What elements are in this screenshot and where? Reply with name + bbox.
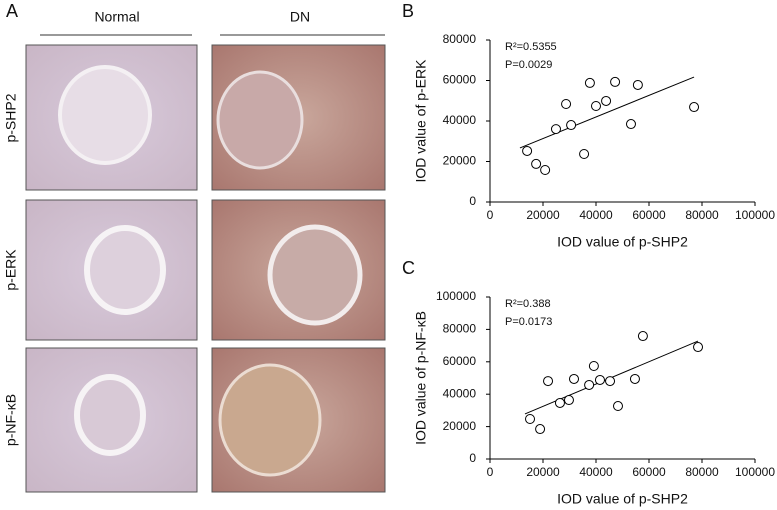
point xyxy=(569,373,580,384)
x-tick-label: 80000 xyxy=(685,465,719,479)
point xyxy=(584,379,595,390)
point xyxy=(629,373,640,384)
x-axis-title: IOD value of p-SHP2 xyxy=(557,234,688,250)
point xyxy=(579,149,590,160)
point xyxy=(693,342,704,353)
point xyxy=(605,376,616,387)
x-tick-label: 0 xyxy=(487,208,494,222)
annotation: P=0.0173 xyxy=(505,316,552,328)
annotation: P=0.0029 xyxy=(505,59,552,71)
x-tick-label: 40000 xyxy=(579,208,613,222)
y-tick-label: 0 xyxy=(469,451,476,465)
x-tick-label: 100000 xyxy=(735,465,775,479)
panel-letter: A xyxy=(6,1,18,21)
y-tick-label: 60000 xyxy=(443,354,477,368)
point xyxy=(591,101,601,112)
point xyxy=(554,397,565,408)
x-tick-label: 80000 xyxy=(685,208,719,222)
row-label: p-SHP2 xyxy=(3,93,19,142)
point xyxy=(637,331,648,342)
point xyxy=(625,119,636,130)
point xyxy=(566,120,577,131)
y-tick-label: 40000 xyxy=(443,113,477,127)
point xyxy=(588,361,599,372)
point xyxy=(610,76,621,87)
y-axis-title: IOD value of p-NF-κB xyxy=(413,311,429,445)
x-tick-label: 40000 xyxy=(579,465,613,479)
x-tick-label: 100000 xyxy=(735,208,775,222)
point xyxy=(550,124,561,135)
x-tick-label: 20000 xyxy=(526,208,560,222)
annotation: R²=0.388 xyxy=(505,298,551,310)
panel-letter: B xyxy=(402,1,414,21)
y-tick-label: 20000 xyxy=(443,419,477,433)
x-axis-title: IOD value of p-SHP2 xyxy=(557,491,688,507)
point xyxy=(525,413,536,424)
point xyxy=(612,401,623,412)
point xyxy=(535,424,546,435)
y-axis-title: IOD value of p-ERK xyxy=(413,59,429,183)
column-header: Normal xyxy=(94,9,139,25)
x-tick-label: 60000 xyxy=(632,465,666,479)
y-tick-label: 100000 xyxy=(436,289,476,303)
trendline xyxy=(519,76,695,149)
y-tick-label: 60000 xyxy=(443,73,477,87)
annotation: R²=0.5355 xyxy=(505,41,557,53)
point xyxy=(561,98,572,109)
micrographs xyxy=(25,44,386,493)
y-tick-label: 40000 xyxy=(443,386,477,400)
y-tick-label: 80000 xyxy=(443,32,477,46)
panel-letter: C xyxy=(402,258,415,278)
row-label: p-NF-κB xyxy=(3,394,19,446)
row-label: p-ERK xyxy=(3,249,19,291)
x-tick-label: 60000 xyxy=(632,208,666,222)
point xyxy=(540,165,551,176)
column-header: DN xyxy=(290,9,310,25)
point xyxy=(531,158,542,169)
point xyxy=(563,395,574,406)
point xyxy=(594,374,605,385)
point xyxy=(601,95,612,106)
y-tick-label: 20000 xyxy=(443,154,477,168)
x-tick-label: 0 xyxy=(487,465,494,479)
point xyxy=(632,79,643,90)
point xyxy=(543,376,554,387)
point xyxy=(689,102,700,113)
y-tick-label: 0 xyxy=(469,194,476,208)
point xyxy=(522,145,533,156)
point xyxy=(584,77,595,88)
y-tick-label: 80000 xyxy=(443,322,477,336)
x-tick-label: 20000 xyxy=(526,465,560,479)
